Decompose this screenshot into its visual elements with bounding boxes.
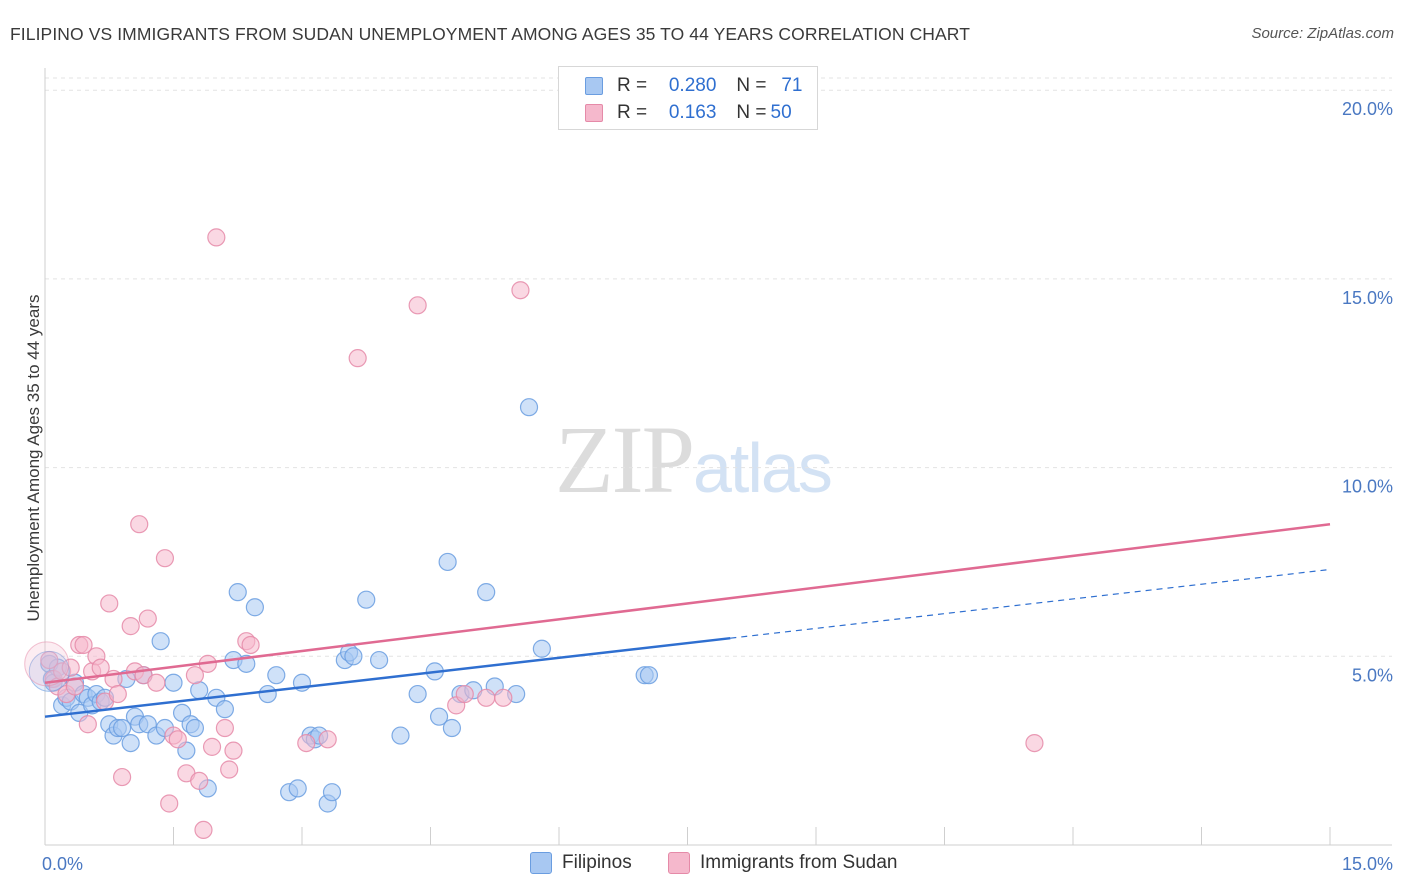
point-sudan [494,688,513,707]
point-sudan [511,281,530,300]
legend-r-label: R = [617,102,648,123]
y-tick-label: 5.0% [1352,665,1393,685]
y-tick-label: 15.0% [1342,288,1393,308]
points-layer [24,228,1044,840]
point-filipinos [357,590,376,609]
legend-n-label: N = [736,102,767,123]
point-sudan [318,730,337,749]
point-filipinos [519,398,539,417]
point-filipinos [245,598,264,617]
point-filipinos [532,639,551,658]
trend-layer [44,522,1331,718]
trendline-filipinos [44,636,731,718]
point-sudan [477,688,496,707]
point-sudan [108,684,127,704]
point-sudan [74,635,93,655]
point-sudan [1025,734,1044,753]
point-sudan [138,609,157,628]
point-sudan [194,820,213,840]
x-tick-label: 0.0% [42,854,83,874]
point-sudan [185,666,205,685]
tick-label-layer: 5.0% 10.0% 15.0% 20.0% 0.0% 15.0% [42,99,1393,874]
legend-r-label: R = [617,75,648,96]
grid-layer [45,77,1392,657]
point-sudan [24,641,70,687]
point-filipinos [258,684,277,704]
legend-swatch-filipinos [585,77,603,95]
point-sudan [155,549,175,568]
point-sudan [215,718,234,738]
point-sudan [78,715,97,734]
point-filipinos [267,666,286,685]
point-filipinos [391,726,410,745]
point-sudan [348,349,367,368]
point-sudan [121,617,140,636]
series-swatch-sudan [668,852,690,874]
legend-n-value: 50 [770,102,792,123]
watermark-atlas: atlas [693,429,833,507]
point-filipinos [429,707,449,726]
point-sudan [112,767,132,787]
point-filipinos [344,647,363,666]
point-filipinos [288,779,307,798]
point-sudan [220,760,239,779]
legend-row-sudan: R = 0.163 N = 50 [585,101,807,125]
point-sudan [147,673,166,692]
point-filipinos [121,734,140,753]
point-sudan [297,734,316,753]
point-sudan [160,794,179,813]
point-filipinos [442,718,462,738]
point-sudan [168,730,187,749]
series-name-sudan: Immigrants from Sudan [700,852,898,873]
point-filipinos [477,583,496,602]
point-filipinos [190,681,209,700]
legend-n-value: 71 [781,75,803,96]
point-filipinos [215,700,234,719]
x-tick-label: 15.0% [1342,854,1393,874]
point-sudan [190,771,209,790]
point-sudan [207,228,226,247]
series-swatch-filipinos [530,852,552,874]
chart-title: FILIPINO VS IMMIGRANTS FROM SUDAN UNEMPL… [10,24,971,44]
point-sudan [61,658,80,677]
point-filipinos [408,684,427,704]
point-sudan [202,737,222,756]
y-tick-label: 10.0% [1342,477,1393,497]
point-filipinos [438,552,457,572]
point-filipinos [112,718,132,738]
series-name-filipinos: Filipinos [562,852,632,873]
point-sudan [224,741,243,760]
legend-r-value: 0.280 [668,75,717,96]
series-legend: Filipinos Immigrants from Sudan [0,852,1406,878]
point-filipinos [228,583,247,602]
legend-n-label: N = [736,75,767,96]
legend-row-filipinos: R = 0.280 N = 71 [585,74,803,98]
point-filipinos [185,718,205,738]
point-sudan [241,635,260,655]
point-sudan [408,296,427,315]
trendline-filipinos-extrapolated [730,568,1331,639]
watermark: ZIPatlas [555,404,833,515]
series-legend-filipinos: Filipinos [530,852,632,874]
watermark-zip: ZIP [555,406,695,513]
point-filipinos [164,673,183,692]
point-filipinos [639,666,659,685]
point-filipinos [151,632,170,651]
axis-layer [44,68,1392,846]
point-filipinos [322,783,342,802]
point-sudan [100,594,119,613]
y-tick-label: 20.0% [1342,99,1393,119]
legend-r-value: 0.163 [668,102,717,123]
point-filipinos [370,650,389,670]
correlation-legend: R = 0.280 N = 71 R = 0.163 N = 50 [558,66,818,130]
series-legend-sudan: Immigrants from Sudan [668,852,897,874]
trendline-sudan [44,522,1331,684]
source-label: Source: ZipAtlas.com [1251,25,1394,42]
legend-swatch-sudan [585,104,603,122]
point-sudan [130,515,149,534]
point-sudan [455,684,474,704]
